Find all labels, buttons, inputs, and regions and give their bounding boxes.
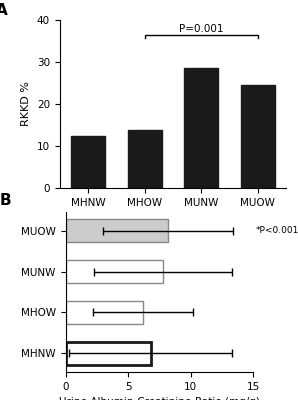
X-axis label: Urine-Albumin-Creatinine-Ratio (mg/g): Urine-Albumin-Creatinine-Ratio (mg/g) bbox=[59, 397, 260, 400]
Text: B: B bbox=[0, 193, 12, 208]
Y-axis label: RKKD %: RKKD % bbox=[21, 82, 31, 126]
Text: A: A bbox=[0, 3, 8, 18]
Bar bbox=[66, 301, 143, 324]
Bar bbox=[66, 219, 168, 242]
Bar bbox=[128, 130, 162, 188]
Text: P=0.001: P=0.001 bbox=[179, 24, 224, 34]
Text: *P<0.001: *P<0.001 bbox=[256, 226, 298, 235]
Bar bbox=[184, 68, 218, 188]
Bar bbox=[66, 342, 151, 365]
Bar bbox=[71, 136, 105, 188]
Bar bbox=[241, 85, 275, 188]
Bar bbox=[66, 260, 163, 283]
